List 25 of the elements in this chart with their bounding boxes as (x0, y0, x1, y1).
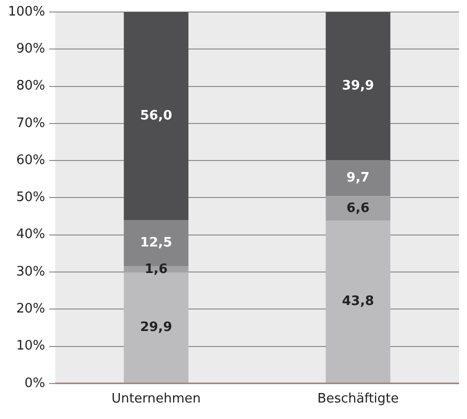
data-label: 1,6 (144, 262, 168, 277)
y-tick-label: 70% (16, 116, 46, 131)
data-label: 12,5 (140, 236, 172, 251)
y-tick-label: 0% (24, 376, 46, 391)
y-tick-label: 10% (16, 338, 46, 354)
x-tick-label: Unternehmen (111, 392, 201, 407)
bar (326, 220, 390, 383)
bar (326, 12, 390, 160)
y-tick-label: 90% (16, 42, 46, 57)
y-tick-label: 20% (16, 301, 46, 316)
data-label: 9,7 (346, 170, 370, 186)
bar (326, 196, 390, 221)
data-label: 56,0 (140, 108, 172, 124)
y-tick-label: 100% (8, 4, 46, 20)
y-tick-label: 80% (16, 78, 46, 94)
data-label: 39,9 (342, 78, 374, 94)
data-label: 6,6 (346, 200, 370, 216)
y-tick-label: 40% (16, 227, 46, 242)
data-label: 43,8 (342, 294, 374, 310)
y-tick-label: 50% (16, 190, 46, 206)
x-tick-label: Beschäftigte (317, 392, 399, 407)
data-label: 29,9 (140, 320, 172, 335)
y-tick-label: 60% (16, 152, 46, 168)
bar (124, 12, 188, 220)
y-tick-label: 30% (16, 264, 46, 280)
